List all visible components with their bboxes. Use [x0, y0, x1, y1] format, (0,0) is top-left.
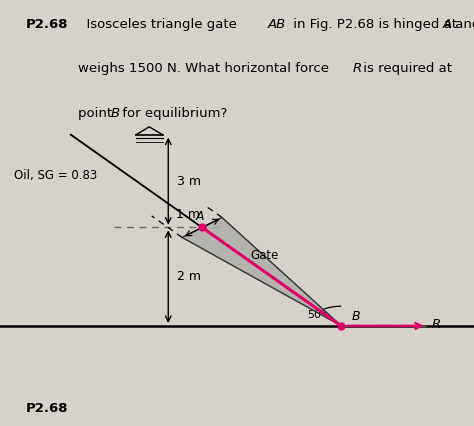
Text: for equilibrium?: for equilibrium? [118, 107, 227, 121]
Text: B: B [352, 310, 360, 323]
Text: and: and [451, 18, 474, 31]
Text: point: point [78, 107, 117, 121]
Text: in Fig. P2.68 is hinged at: in Fig. P2.68 is hinged at [289, 18, 461, 31]
Text: 3 m: 3 m [177, 175, 201, 187]
Text: AB: AB [268, 18, 286, 31]
Text: 1 m: 1 m [176, 208, 201, 221]
Text: 50°: 50° [307, 310, 327, 320]
Text: R: R [431, 318, 441, 331]
Text: Gate: Gate [250, 249, 279, 262]
Text: 2 m: 2 m [177, 270, 201, 283]
Text: B: B [110, 107, 119, 121]
Text: Isosceles triangle gate: Isosceles triangle gate [78, 18, 241, 31]
Text: weighs 1500 N. What horizontal force: weighs 1500 N. What horizontal force [78, 62, 334, 75]
Text: R: R [352, 62, 362, 75]
Text: P2.68: P2.68 [26, 18, 69, 31]
Text: A: A [195, 210, 204, 224]
Text: Oil, SG = 0.83: Oil, SG = 0.83 [14, 169, 98, 182]
Polygon shape [182, 218, 341, 326]
Text: P2.68: P2.68 [26, 403, 69, 415]
Text: is required at: is required at [359, 62, 452, 75]
Text: A: A [443, 18, 452, 31]
